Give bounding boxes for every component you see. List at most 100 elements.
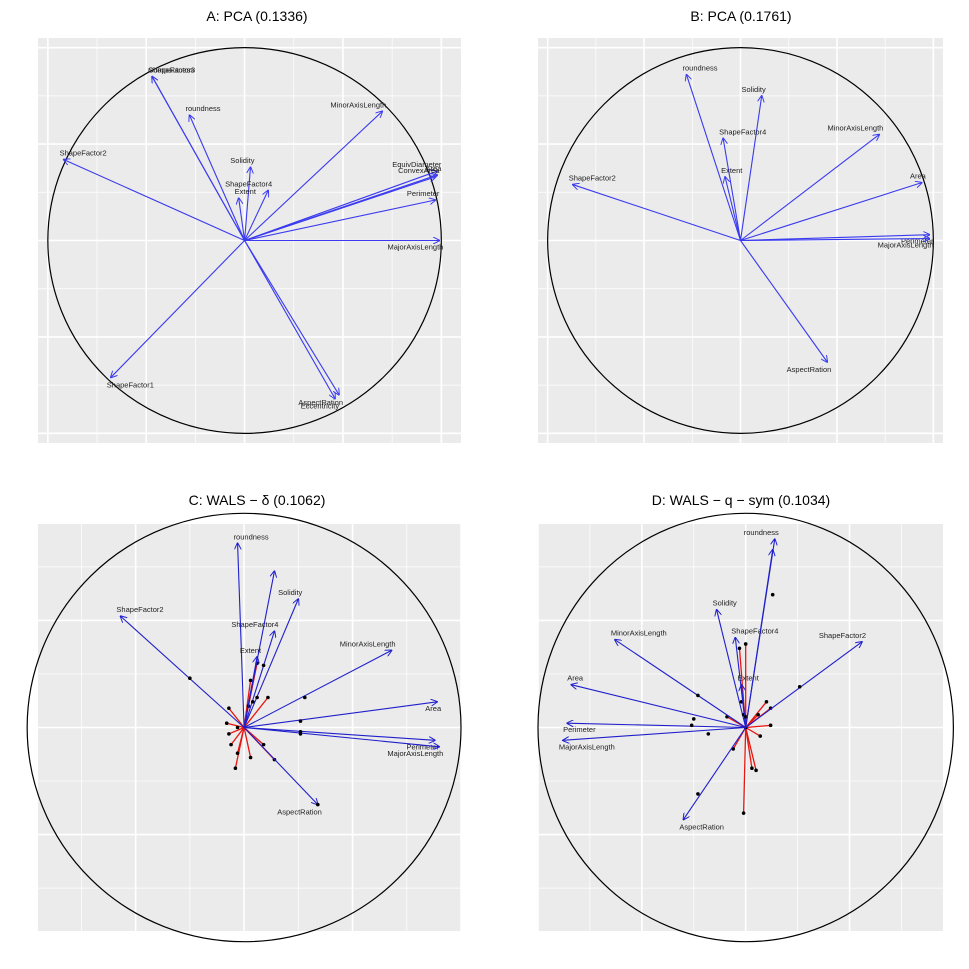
- loading-arrow: [615, 640, 746, 728]
- arrow-label: MajorAxisLength: [387, 243, 443, 252]
- loading-arrow: [573, 185, 741, 242]
- loading-arrow: [189, 115, 246, 241]
- arrow-label: ShapeFactor4: [719, 127, 766, 136]
- red-spoke: [243, 727, 252, 758]
- arrow-label: MajorAxisLength: [559, 742, 615, 751]
- arrow-label: Solidity: [278, 588, 302, 597]
- correlation-circle: [47, 47, 442, 434]
- arrow-label: AspectRation: [787, 365, 832, 374]
- spoke-point: [756, 712, 760, 717]
- arrow-point: [188, 676, 192, 681]
- arrow-label: Area: [426, 164, 443, 173]
- arrow-label: Extent: [738, 674, 760, 683]
- arrow-label: roundness: [744, 528, 779, 537]
- red-spoke: [228, 707, 245, 728]
- loading-arrow: [244, 171, 438, 242]
- arrow-point: [743, 714, 748, 719]
- arrow-label: Perimeter: [901, 237, 934, 246]
- loading-arrow: [717, 610, 747, 728]
- arrow-label: roundness: [185, 104, 220, 113]
- spoke-point: [261, 742, 266, 747]
- loading-arrow: [244, 240, 336, 399]
- arrow-point: [696, 693, 700, 698]
- spoke-point: [764, 699, 769, 704]
- arrow-label: ShapeFactor2: [569, 174, 616, 183]
- arrow-point: [298, 732, 303, 736]
- spoke-point: [741, 811, 746, 815]
- loading-arrow: [244, 726, 439, 747]
- loading-arrow: [244, 240, 339, 395]
- arrow-label: ShapeFactor3: [148, 66, 195, 75]
- arrow-label: ShapeFactor2: [116, 605, 163, 614]
- red-spoke: [226, 722, 245, 729]
- arrow-point: [298, 719, 303, 723]
- arrow-label: AspectRation: [277, 808, 322, 817]
- arrow-label: AspectRation: [298, 398, 343, 407]
- red-spoke: [745, 726, 761, 737]
- loading-arrow: [740, 239, 930, 241]
- arrow-label: EquivDiameter: [392, 160, 442, 169]
- spoke-point: [229, 742, 233, 747]
- loading-arrow: [740, 240, 828, 363]
- arrow-label: Solidity: [742, 85, 766, 94]
- loading-arrow: [243, 650, 392, 728]
- spoke-point: [750, 766, 754, 770]
- loading-arrow: [243, 571, 274, 728]
- spoke-point: [227, 706, 231, 711]
- loading-arrow: [244, 167, 251, 241]
- spoke-point: [224, 721, 229, 726]
- loading-arrow: [244, 726, 435, 741]
- loading-arrow: [244, 111, 383, 241]
- arrow-label: Extent: [721, 166, 743, 175]
- arrow-point: [706, 732, 711, 736]
- arrow-point: [235, 725, 240, 730]
- arrow-point: [770, 592, 775, 597]
- arrow-point: [255, 695, 259, 700]
- red-spoke: [230, 727, 245, 746]
- correlation-circle: [537, 512, 954, 943]
- correlation-circle: [26, 512, 462, 943]
- loading-arrow: [244, 190, 269, 241]
- red-spoke: [742, 727, 747, 814]
- loading-arrow: [563, 726, 746, 741]
- spoke-point: [737, 646, 742, 651]
- spoke-point: [758, 734, 763, 738]
- loading-arrow: [64, 160, 245, 242]
- arrow-label: MinorAxisLength: [340, 639, 396, 648]
- arrow-label: Extent: [235, 187, 257, 196]
- correlation-circle: [547, 47, 934, 434]
- red-spoke: [745, 724, 771, 729]
- arrow-label: Area: [567, 674, 584, 683]
- loading-arrow: [243, 631, 274, 728]
- loading-arrow: [745, 642, 862, 728]
- arrow-label: ConvexArea: [398, 166, 440, 175]
- red-spoke: [236, 727, 245, 754]
- panel-title-b: B: PCA (0.1761): [690, 8, 791, 24]
- arrow-label: MinorAxisLength: [611, 629, 667, 638]
- loading-arrow: [239, 198, 246, 241]
- loading-arrow: [111, 240, 245, 378]
- arrow-point: [797, 685, 802, 689]
- arrow-label: ShapeFactor2: [60, 149, 107, 158]
- loading-arrow: [739, 96, 762, 241]
- arrow-label: ShapeFactor4: [225, 179, 272, 188]
- loading-arrow: [740, 134, 880, 241]
- loading-arrow: [745, 550, 773, 728]
- red-spoke: [228, 726, 245, 735]
- loading-arrow: [725, 177, 742, 241]
- panel-c: C: WALS − δ (0.1062) roundness ShapeFacto…: [26, 492, 462, 943]
- arrow-label: ShapeFactor4: [731, 627, 778, 636]
- loading-arrow: [687, 75, 742, 241]
- arrow-label: Extent: [240, 646, 262, 655]
- arrow-label: AspectRation: [679, 823, 724, 832]
- loading-arrow: [243, 599, 298, 728]
- arrow-label: MajorAxisLength: [878, 241, 934, 250]
- loading-arrow: [683, 727, 747, 820]
- loading-arrow: [244, 177, 436, 242]
- panel-title-a: A: PCA (0.1336): [206, 8, 307, 24]
- spoke-point: [743, 642, 748, 646]
- arrow-point: [316, 802, 320, 807]
- arrow-label: Perimeter: [407, 189, 440, 198]
- panel-title-c: C: WALS − δ (0.1062): [189, 492, 326, 508]
